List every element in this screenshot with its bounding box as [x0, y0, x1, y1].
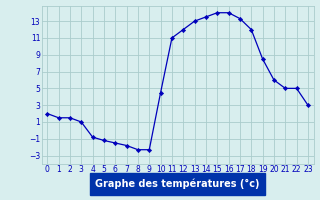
- X-axis label: Graphe des températures (°c): Graphe des températures (°c): [95, 179, 260, 189]
